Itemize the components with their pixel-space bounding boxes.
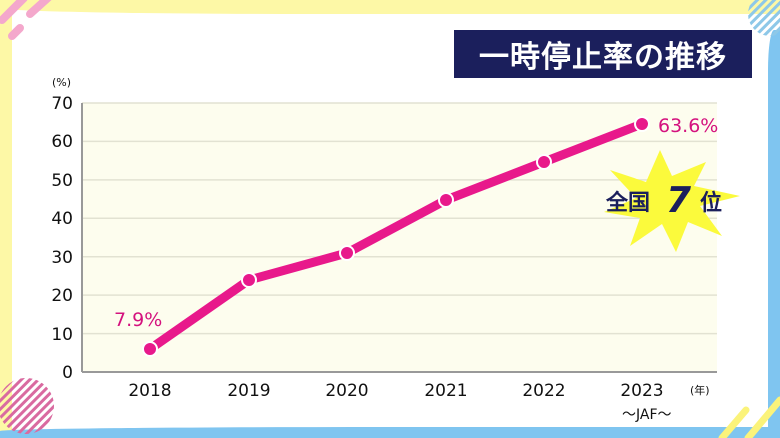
frame-left-yellow	[0, 0, 12, 438]
point-2023	[634, 116, 650, 132]
svg-text:2020: 2020	[325, 381, 368, 401]
x-tick-labels: 2018 2019 2020 2021 2022 2023	[128, 381, 663, 401]
svg-text:全国: 全国	[605, 190, 650, 216]
rank-burst: 全国 7 位	[604, 150, 740, 252]
svg-text:2018: 2018	[128, 381, 171, 401]
svg-text:位: 位	[700, 190, 722, 216]
gridlines	[82, 102, 717, 335]
point-2022	[536, 154, 552, 170]
svg-text:0: 0	[62, 363, 73, 383]
label-2018-value: 7.9%	[114, 309, 162, 331]
label-2023-value: 63.6%	[658, 115, 718, 137]
svg-text:2023: 2023	[620, 381, 663, 401]
svg-text:2022: 2022	[522, 381, 565, 401]
source-credit: ～JAF～	[622, 407, 672, 423]
svg-text:40: 40	[51, 209, 73, 229]
svg-text:20: 20	[51, 286, 73, 306]
y-tick-labels: 70 60 50 40 30 20 10 0	[51, 94, 73, 383]
svg-text:7: 7	[666, 180, 691, 221]
y-unit-label: (%)	[52, 76, 71, 89]
svg-text:2021: 2021	[424, 381, 467, 401]
point-2021	[438, 192, 454, 208]
svg-text:10: 10	[51, 325, 73, 345]
x-unit-label: (年)	[690, 383, 710, 397]
data-line	[145, 119, 647, 354]
chart-title: 一時停止率の推移	[454, 30, 752, 78]
point-2020	[339, 245, 355, 261]
svg-text:50: 50	[51, 171, 73, 191]
data-points	[142, 116, 650, 357]
point-2018	[142, 341, 158, 357]
point-2019	[241, 272, 257, 288]
svg-text:30: 30	[51, 248, 73, 268]
svg-text:2019: 2019	[227, 381, 270, 401]
frame-top-yellow	[0, 0, 780, 14]
frame-right-blue	[768, 30, 780, 438]
svg-text:60: 60	[51, 132, 73, 152]
frame-bottom-blue	[0, 427, 780, 438]
svg-text:70: 70	[51, 94, 73, 114]
